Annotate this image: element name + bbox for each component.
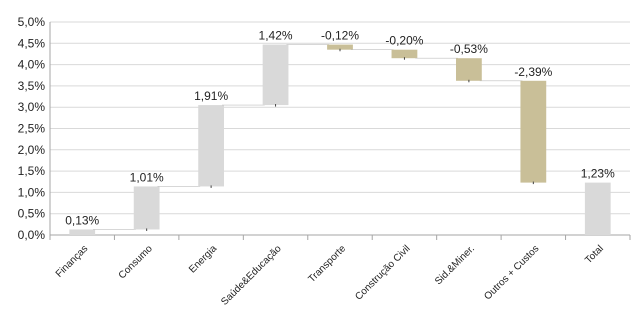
y-tick-label: 4,5%	[18, 36, 46, 50]
y-tick-label: 1,0%	[18, 185, 46, 199]
x-tick-label: Transporte	[306, 243, 348, 285]
bar	[456, 58, 482, 81]
y-tick-label: 5,0%	[18, 15, 46, 29]
y-tick-label: 4,0%	[18, 58, 46, 72]
data-label: 1,23%	[581, 167, 615, 181]
x-tick-label: Outros + Custos	[482, 243, 541, 302]
bar	[391, 49, 418, 59]
data-label: -2,39%	[514, 65, 552, 79]
y-tick-label: 1,5%	[18, 164, 46, 178]
data-label: 1,01%	[130, 170, 164, 184]
data-label: 1,42%	[259, 29, 293, 43]
bar	[327, 44, 353, 50]
data-label: -0,12%	[321, 29, 359, 43]
y-tick-label: 0,0%	[18, 228, 46, 242]
bar	[584, 182, 611, 235]
x-tick-label: Energia	[187, 243, 219, 275]
y-tick-label: 2,0%	[18, 143, 46, 157]
y-tick-label: 3,0%	[18, 100, 46, 114]
y-tick-label: 2,5%	[18, 122, 46, 136]
bar	[69, 229, 96, 235]
bar	[262, 44, 289, 106]
bar	[198, 105, 224, 187]
bar	[133, 186, 160, 230]
bar	[520, 80, 547, 183]
x-tick-label: Construção Civil	[353, 243, 412, 302]
x-tick-label: Sid.&Miner.	[433, 243, 477, 287]
data-label: -0,53%	[450, 42, 488, 56]
data-label: 1,91%	[194, 89, 228, 103]
y-tick-label: 0,5%	[18, 207, 46, 221]
data-label: -0,20%	[385, 34, 423, 48]
x-tick-label: Consumo	[117, 243, 155, 281]
x-tick-label: Finanças	[54, 243, 90, 279]
x-tick-label: Saúde&Educação	[219, 243, 284, 308]
x-tick-label: Total	[583, 243, 606, 266]
data-label: 0,13%	[65, 213, 99, 227]
y-tick-label: 3,5%	[18, 79, 46, 93]
